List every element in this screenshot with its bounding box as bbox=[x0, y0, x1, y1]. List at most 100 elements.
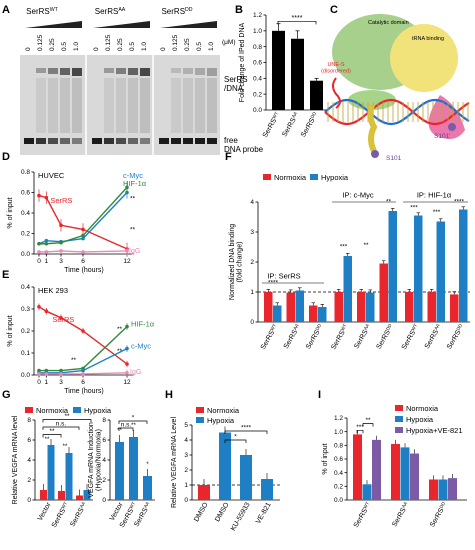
bar bbox=[219, 432, 231, 500]
bar bbox=[273, 305, 282, 322]
significance-label: n.s. bbox=[121, 422, 132, 429]
concentration-label: 0.25 bbox=[49, 38, 56, 51]
significance-label: ** bbox=[130, 196, 136, 203]
panel-b-chart: 0.0 0.2 0.4 0.6 0.8 1.0 1.2 Fold change of IPed… bbox=[239, 12, 328, 139]
x-tick-label: 1 bbox=[45, 379, 49, 386]
y-axis-title: (fold change) bbox=[237, 242, 244, 283]
significance-bracket bbox=[42, 426, 80, 430]
y-tick-label: 0.2 bbox=[21, 231, 30, 238]
x-tick-label: SerRSAA bbox=[352, 322, 373, 350]
legend-label: Hypoxia bbox=[406, 415, 434, 424]
significance-label: ** bbox=[130, 226, 136, 233]
y-tick-label: 0.6 bbox=[253, 60, 262, 67]
significance-label: ** bbox=[365, 417, 371, 424]
significance-label: ** bbox=[363, 242, 369, 249]
bar bbox=[309, 305, 318, 322]
legend-swatch bbox=[73, 407, 81, 413]
bar-1 bbox=[291, 38, 304, 110]
y-tick-label: 0.8 bbox=[334, 443, 343, 450]
y-tick-label: 0.8 bbox=[253, 44, 262, 51]
x-tick-label: 12 bbox=[123, 258, 131, 265]
x-tick-label: 3 bbox=[59, 379, 63, 386]
band-label-complex: SerRS bbox=[224, 75, 248, 84]
x-axis-title: Time (hours) bbox=[64, 267, 103, 274]
x-tick-label: 0 bbox=[37, 258, 41, 265]
y-axis-title: (Hypoxia/Normoxia) bbox=[96, 429, 103, 491]
x-tick-label: SerRSDD bbox=[374, 322, 395, 350]
free-probe-band bbox=[116, 138, 126, 144]
x-tick-label: 3 bbox=[59, 258, 63, 265]
concentration-wedge bbox=[160, 21, 217, 28]
concentration-label: 0 bbox=[93, 47, 100, 51]
bar bbox=[414, 215, 423, 322]
concentration-label: 0.125 bbox=[172, 34, 179, 51]
y-axis-title: Relative VEGFA mRNA level bbox=[12, 415, 19, 504]
significance-bracket bbox=[277, 20, 317, 25]
series-label-serrs: SerRS bbox=[52, 315, 74, 324]
significance-bracket bbox=[356, 429, 364, 434]
bar bbox=[388, 211, 397, 322]
bar bbox=[261, 479, 273, 500]
x-tick-label: DMSO bbox=[214, 501, 231, 523]
series-label-cmyc: c-Myc bbox=[123, 171, 143, 180]
smear bbox=[36, 78, 46, 133]
legend-swatch bbox=[25, 407, 33, 413]
y-tick-label: 8 bbox=[27, 417, 31, 424]
bar bbox=[295, 290, 304, 322]
series-label-hif: HIF-1α bbox=[123, 179, 147, 188]
bar bbox=[391, 443, 400, 500]
free-probe-band bbox=[48, 138, 58, 144]
bar bbox=[436, 221, 445, 322]
concentration-label: 0.5 bbox=[196, 42, 203, 51]
significance-label: **** bbox=[454, 199, 465, 206]
band-label-complex: /DNA bbox=[224, 84, 244, 93]
data-point bbox=[81, 233, 85, 238]
bar bbox=[372, 439, 381, 500]
x-tick-label: SerRSWT bbox=[259, 323, 280, 351]
significance-bracket bbox=[362, 423, 374, 427]
gel-group-label: SerRSAA bbox=[95, 7, 126, 16]
free-probe-band bbox=[207, 138, 217, 144]
panel-label-d: D bbox=[2, 151, 10, 163]
panel-a-gel: SerRSWT 0 0.125 0.25 0.5 1.0 SerRSAA 0 0.125 0.25… bbox=[20, 7, 236, 155]
catalytic-domain-label: Catalytic domain bbox=[368, 20, 409, 26]
concentration-label: 1.0 bbox=[73, 42, 80, 51]
s101-prime-sphere bbox=[448, 123, 456, 131]
smear bbox=[183, 78, 193, 133]
data-point bbox=[37, 241, 41, 246]
shifted-band bbox=[183, 68, 193, 74]
x-tick-label: SerRSWT bbox=[329, 323, 350, 351]
group-label: IP: SerRS bbox=[267, 272, 300, 281]
significance-label: n.s. bbox=[56, 421, 67, 428]
y-tick-label: 1 bbox=[184, 482, 188, 489]
smear bbox=[207, 78, 217, 133]
shifted-band bbox=[116, 68, 126, 74]
panel-label-e: E bbox=[2, 269, 9, 281]
legend-label: Normoxia bbox=[274, 173, 307, 182]
coiled-coil bbox=[367, 104, 378, 153]
y-tick-label: 0.8 bbox=[21, 169, 30, 176]
concentration-label: 0 bbox=[160, 47, 167, 51]
y-tick-label: 0 bbox=[27, 497, 31, 504]
y-tick-label: 2 bbox=[102, 477, 106, 484]
significance-label: ** bbox=[131, 423, 136, 429]
legend-swatch bbox=[196, 417, 204, 423]
bar-0 bbox=[272, 30, 285, 110]
bar bbox=[400, 447, 410, 500]
data-point bbox=[59, 240, 63, 245]
y-tick-label: 0.0 bbox=[253, 107, 262, 114]
legend-swatch bbox=[395, 405, 403, 411]
shifted-band bbox=[60, 68, 70, 75]
significance-label: *** bbox=[433, 209, 441, 216]
significance-bracket bbox=[118, 427, 134, 431]
panel-g-chart: Normoxia Hypoxia 0 2 4 6 8 Relative VEGFA mRNA … bbox=[12, 406, 155, 529]
y-tick-label: 4 bbox=[27, 457, 31, 464]
significance-label: *** bbox=[356, 424, 364, 431]
series-label-cmyc: c-Myc bbox=[131, 342, 151, 351]
y-tick-label: 0.2 bbox=[21, 328, 30, 335]
data-point bbox=[44, 250, 49, 254]
s101-prime-label: S101' bbox=[434, 133, 450, 140]
shifted-band bbox=[36, 68, 46, 73]
x-tick-label: 6 bbox=[81, 258, 85, 265]
